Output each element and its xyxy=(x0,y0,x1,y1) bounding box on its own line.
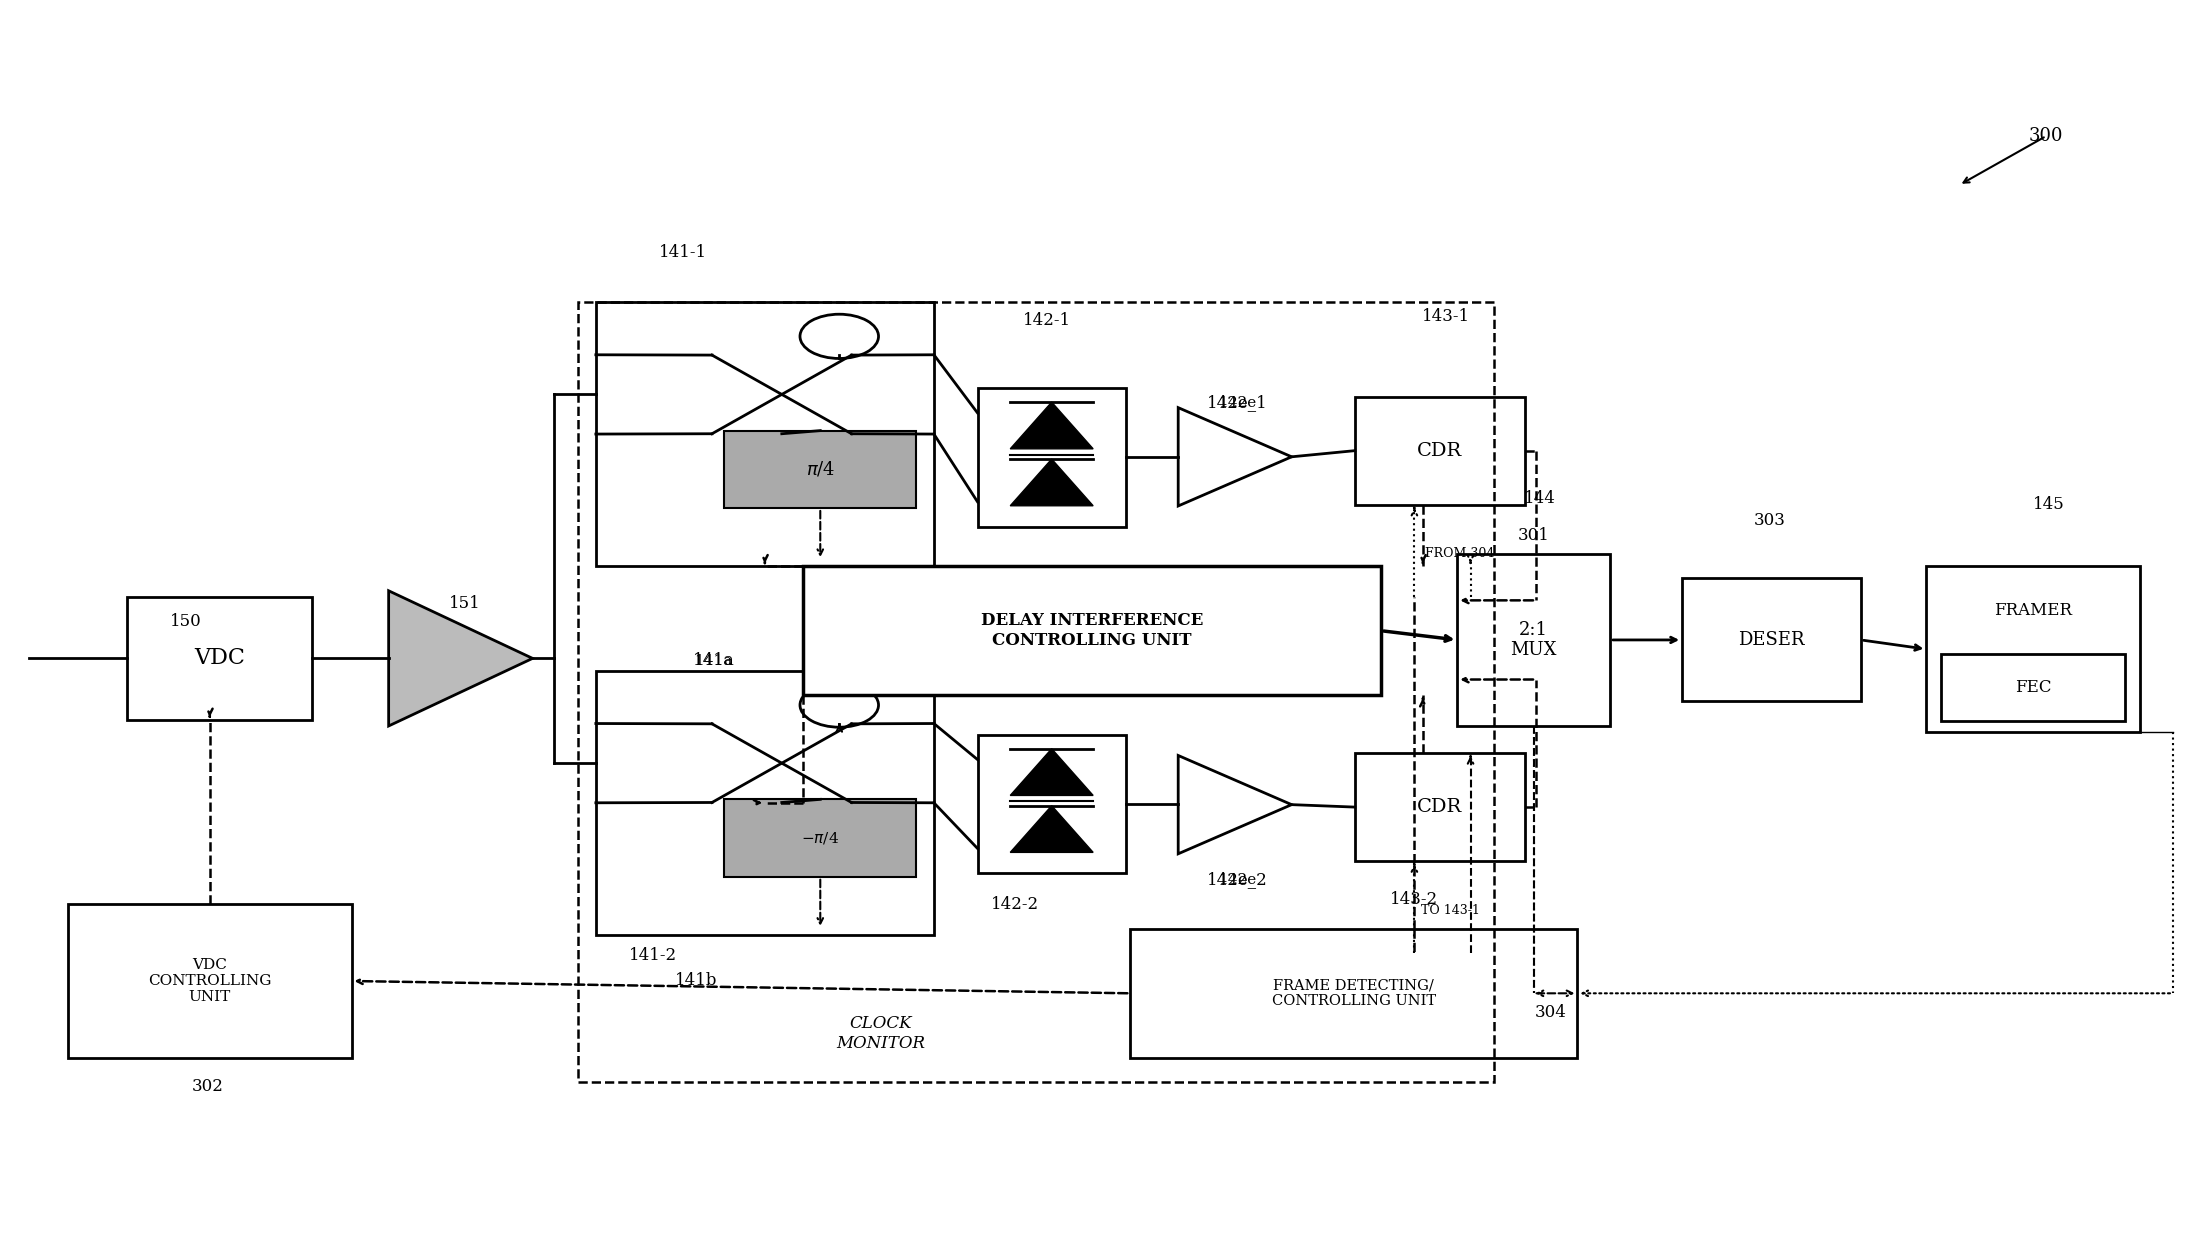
Text: 144: 144 xyxy=(1523,490,1556,507)
Text: CLOCK
MONITOR: CLOCK MONITOR xyxy=(836,1016,926,1052)
Text: FROM 304: FROM 304 xyxy=(1425,547,1495,561)
Polygon shape xyxy=(389,590,533,726)
Bar xyxy=(724,430,915,508)
Text: 142e_2: 142e_2 xyxy=(1207,871,1267,888)
Bar xyxy=(595,671,933,935)
Bar xyxy=(1354,397,1526,505)
Bar xyxy=(579,302,1495,1083)
Bar xyxy=(1940,654,2125,721)
Circle shape xyxy=(799,682,878,727)
Text: $-\pi$/4: $-\pi$/4 xyxy=(801,830,838,846)
Polygon shape xyxy=(1010,459,1093,506)
Text: 141a: 141a xyxy=(694,653,735,669)
Text: 142-1: 142-1 xyxy=(1023,312,1071,329)
Text: 142-2: 142-2 xyxy=(990,896,1038,912)
Text: CDR: CDR xyxy=(1418,441,1462,460)
Text: 2:1
MUX: 2:1 MUX xyxy=(1510,620,1556,659)
Text: 301: 301 xyxy=(1517,527,1550,544)
Circle shape xyxy=(799,314,878,358)
Text: $\pi$/4: $\pi$/4 xyxy=(806,460,834,479)
Text: 302: 302 xyxy=(191,1078,224,1095)
Bar xyxy=(977,735,1126,874)
Text: 141a: 141a xyxy=(694,654,733,667)
Text: 143-2: 143-2 xyxy=(1389,891,1438,907)
Text: VDC: VDC xyxy=(193,648,246,670)
Bar xyxy=(1130,929,1578,1058)
Polygon shape xyxy=(1179,408,1291,506)
Text: 141-2: 141-2 xyxy=(628,947,676,965)
Text: 303: 303 xyxy=(1754,512,1785,530)
Bar xyxy=(803,567,1381,695)
Text: 151: 151 xyxy=(450,594,481,612)
Polygon shape xyxy=(1010,748,1093,796)
Text: DELAY INTERFERENCE
CONTROLLING UNIT: DELAY INTERFERENCE CONTROLLING UNIT xyxy=(981,613,1203,649)
Bar xyxy=(977,388,1126,527)
Text: 145: 145 xyxy=(2033,496,2063,513)
Bar xyxy=(68,904,351,1058)
Text: FRAMER: FRAMER xyxy=(1995,603,2072,619)
Text: 143-1: 143-1 xyxy=(1422,308,1471,326)
Bar xyxy=(595,302,933,567)
Bar xyxy=(724,799,915,876)
Text: FEC: FEC xyxy=(2015,679,2052,696)
Polygon shape xyxy=(1179,756,1291,854)
Text: 150: 150 xyxy=(169,613,202,630)
Bar xyxy=(1927,567,2140,732)
Bar xyxy=(127,597,312,720)
Text: 142e: 142e xyxy=(1218,873,1256,886)
Text: 142e: 142e xyxy=(1218,395,1256,410)
Text: FRAME DETECTING/
CONTROLLING UNIT: FRAME DETECTING/ CONTROLLING UNIT xyxy=(1271,978,1436,1008)
Text: 304: 304 xyxy=(1534,1004,1567,1021)
Text: 141b: 141b xyxy=(674,972,718,989)
Polygon shape xyxy=(1010,805,1093,853)
Text: 300: 300 xyxy=(2028,127,2063,145)
Bar xyxy=(1354,753,1526,861)
Text: CDR: CDR xyxy=(1418,798,1462,817)
Polygon shape xyxy=(1010,403,1093,449)
Text: 141-1: 141-1 xyxy=(658,245,707,261)
Text: 142e_1: 142e_1 xyxy=(1207,394,1267,411)
Bar xyxy=(1681,578,1861,701)
Text: VDC
CONTROLLING
UNIT: VDC CONTROLLING UNIT xyxy=(147,958,272,1004)
Text: TO 143-1: TO 143-1 xyxy=(1420,904,1479,917)
Text: DESER: DESER xyxy=(1738,631,1804,649)
Bar xyxy=(1457,554,1611,726)
